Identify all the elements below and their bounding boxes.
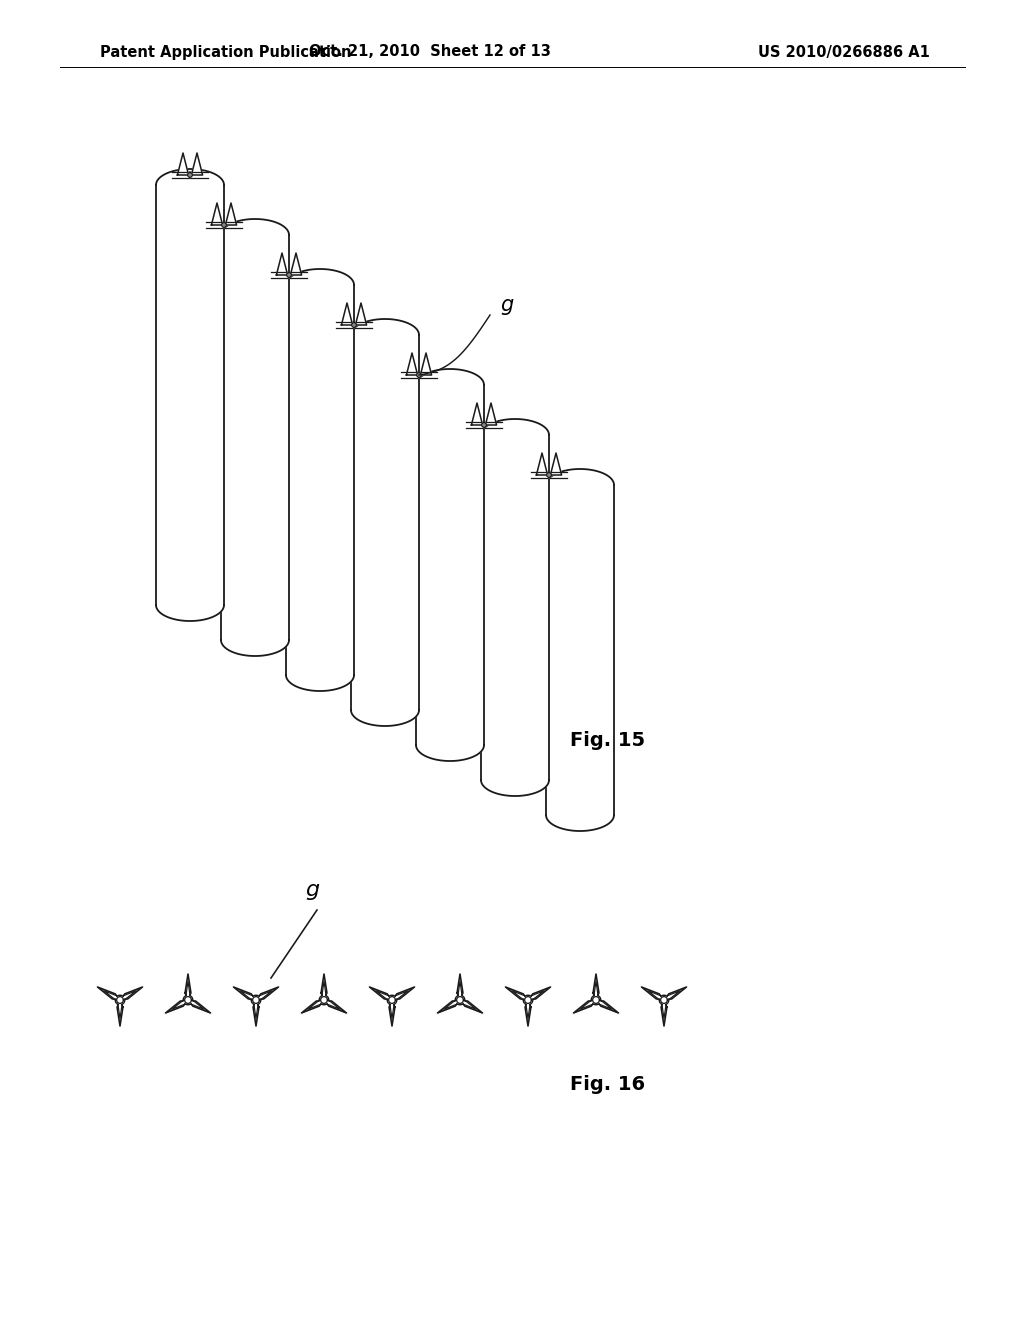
Text: g: g <box>500 294 513 315</box>
Polygon shape <box>421 352 431 375</box>
Polygon shape <box>546 473 552 478</box>
Polygon shape <box>437 974 482 1012</box>
Text: US 2010/0266886 A1: US 2010/0266886 A1 <box>758 45 930 59</box>
Polygon shape <box>225 203 237 224</box>
Polygon shape <box>355 304 367 325</box>
Polygon shape <box>156 169 224 620</box>
Polygon shape <box>184 997 191 1003</box>
Polygon shape <box>537 453 548 475</box>
Polygon shape <box>457 997 464 1003</box>
Polygon shape <box>351 319 419 726</box>
Polygon shape <box>485 403 497 425</box>
Polygon shape <box>351 322 357 327</box>
Polygon shape <box>341 304 352 325</box>
Polygon shape <box>117 997 123 1003</box>
Polygon shape <box>551 453 561 475</box>
Polygon shape <box>187 172 193 178</box>
Polygon shape <box>166 974 211 1012</box>
Text: Patent Application Publication: Patent Application Publication <box>100 45 351 59</box>
Polygon shape <box>593 997 599 1003</box>
Polygon shape <box>253 997 259 1003</box>
Polygon shape <box>524 997 531 1003</box>
Polygon shape <box>546 469 614 832</box>
Polygon shape <box>191 153 203 176</box>
Polygon shape <box>97 987 142 1026</box>
Text: Fig. 16: Fig. 16 <box>570 1076 645 1094</box>
Polygon shape <box>370 987 415 1026</box>
Polygon shape <box>301 974 346 1012</box>
Polygon shape <box>286 269 354 690</box>
Polygon shape <box>471 403 482 425</box>
Polygon shape <box>211 203 222 224</box>
Polygon shape <box>291 253 302 275</box>
Polygon shape <box>177 153 188 176</box>
Polygon shape <box>481 422 487 428</box>
Polygon shape <box>506 987 551 1026</box>
Polygon shape <box>660 997 668 1003</box>
Polygon shape <box>321 997 328 1003</box>
Polygon shape <box>481 418 549 796</box>
Polygon shape <box>286 272 292 279</box>
Polygon shape <box>221 222 227 228</box>
Polygon shape <box>416 370 484 762</box>
Polygon shape <box>276 253 288 275</box>
Polygon shape <box>641 987 686 1026</box>
Text: Oct. 21, 2010  Sheet 12 of 13: Oct. 21, 2010 Sheet 12 of 13 <box>309 45 551 59</box>
Polygon shape <box>416 372 422 378</box>
Text: Fig. 15: Fig. 15 <box>570 730 645 750</box>
Text: g: g <box>305 880 319 900</box>
Polygon shape <box>407 352 418 375</box>
Polygon shape <box>221 219 289 656</box>
Polygon shape <box>389 997 395 1003</box>
Polygon shape <box>573 974 618 1012</box>
Polygon shape <box>233 987 279 1026</box>
